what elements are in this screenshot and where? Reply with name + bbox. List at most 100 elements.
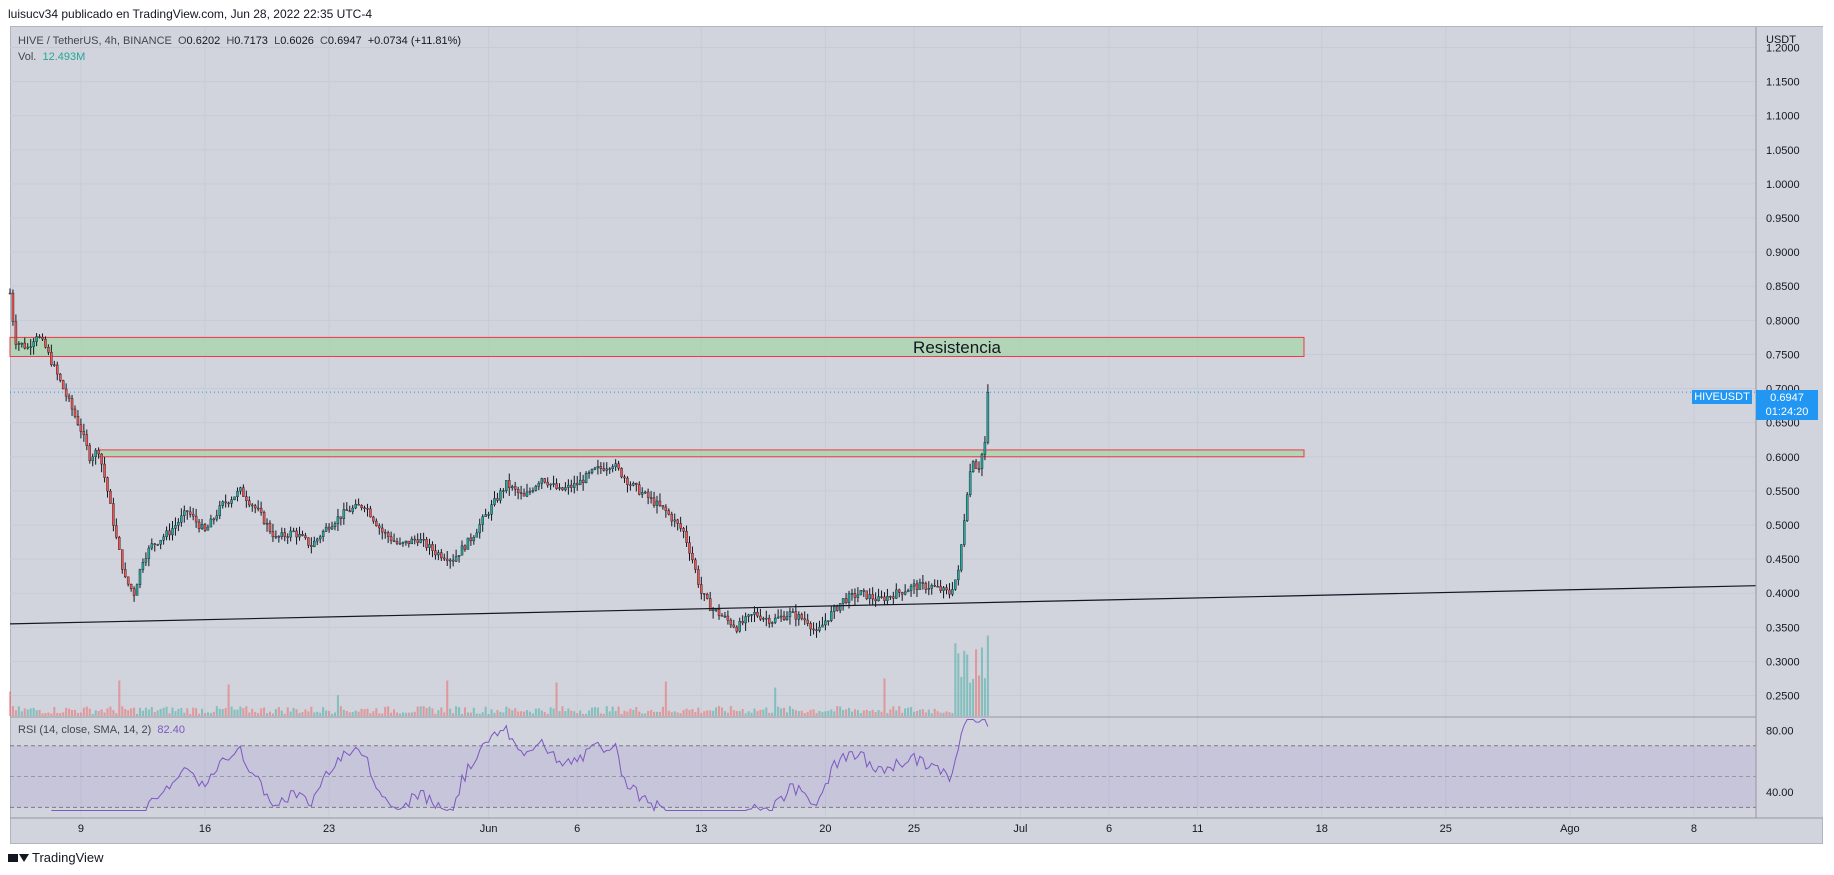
candle [333, 521, 337, 531]
candle [103, 456, 106, 483]
candle [868, 588, 871, 605]
candle-body [115, 525, 118, 538]
open-label: O [177, 35, 187, 47]
candle-body [206, 526, 210, 531]
candle-body [245, 496, 248, 501]
candle [236, 487, 239, 502]
volume-bar [401, 712, 404, 716]
volume-bar [97, 711, 100, 716]
candle-body [126, 576, 130, 585]
candle-body [528, 490, 532, 493]
candle [466, 537, 470, 550]
candle [115, 518, 118, 540]
candle-body [700, 584, 703, 594]
candle-body [221, 501, 224, 506]
candle-body [806, 619, 809, 624]
candle [646, 488, 650, 505]
volume-bar [818, 710, 821, 716]
candle [632, 481, 635, 487]
candle-body [150, 543, 154, 549]
volume-bar [301, 711, 304, 716]
candle-body [91, 456, 94, 461]
trendline[interactable] [9, 585, 1757, 625]
candle [968, 463, 972, 498]
candle [460, 540, 464, 556]
volume-bar [750, 712, 753, 716]
candle [691, 546, 694, 564]
candle [877, 588, 880, 602]
candle [94, 448, 97, 465]
candle-body [838, 603, 842, 611]
candle-body [847, 593, 851, 603]
candle [345, 502, 349, 511]
volume-bar [655, 711, 659, 716]
candle [316, 537, 319, 546]
candle-body [357, 504, 360, 506]
candle-body [313, 540, 316, 547]
volume-bar [499, 711, 502, 716]
candle-body [930, 585, 933, 589]
volume-bar [428, 706, 431, 716]
candle-body [626, 477, 629, 485]
volume-bar [322, 707, 325, 716]
candle-body [381, 527, 384, 533]
candle-body [705, 594, 709, 599]
candle [575, 475, 579, 491]
volume-bar [691, 709, 694, 716]
candle [830, 606, 833, 623]
candle-body [76, 416, 80, 426]
candle-body [26, 346, 29, 349]
candle-body [797, 614, 801, 620]
volume-bar [629, 708, 632, 716]
candle-body [61, 380, 65, 390]
candle-body [862, 590, 866, 592]
candle-body [889, 596, 892, 598]
close-label: C [319, 35, 328, 47]
volume-bar [437, 710, 440, 716]
candle-body [794, 611, 798, 620]
candle-body [977, 468, 981, 470]
resistance-zones[interactable]: Resistencia [9, 336, 1305, 458]
candle [871, 587, 874, 606]
volume-bar [121, 706, 124, 716]
candle-body [954, 579, 957, 590]
candle [280, 527, 284, 540]
symbol-legend: HIVE / TetherUS, 4h, BINANCE O0.6202 H0.… [18, 35, 461, 47]
volume-bar [390, 712, 393, 716]
candle [188, 506, 192, 518]
volume-bar [588, 710, 591, 716]
candle [930, 583, 933, 595]
volume-bar [53, 706, 56, 716]
candle [850, 588, 854, 601]
volume-bar [183, 712, 186, 716]
candle-body [519, 492, 523, 494]
candle [112, 497, 115, 532]
candle-body [756, 612, 759, 617]
chart-frame[interactable] [10, 26, 1823, 844]
volume-bar [8, 691, 12, 716]
y-tick-label: 0.4500 [1766, 554, 1800, 566]
candle-body [564, 487, 567, 491]
candle-body [333, 523, 337, 527]
volume-bar [20, 711, 23, 716]
candle [708, 591, 712, 612]
x-tick-label: 25 [908, 823, 920, 835]
candle [369, 505, 372, 518]
candle-body [475, 532, 479, 538]
volume-bar [957, 653, 960, 716]
candle-body [224, 501, 227, 504]
tag-price: 0.6947 [1770, 392, 1804, 404]
footer-brand[interactable]: TradingView [8, 850, 104, 865]
candle-body [180, 515, 183, 523]
candle-body [168, 530, 171, 536]
rsi-pane[interactable] [10, 716, 1756, 813]
candle-body [460, 545, 464, 556]
candle-body [581, 479, 585, 484]
volume-bar [313, 712, 316, 716]
candle [118, 535, 121, 550]
candle [608, 467, 611, 474]
x-tick-label: 16 [199, 823, 211, 835]
candle-body [407, 540, 411, 545]
volume-bar [647, 711, 650, 716]
